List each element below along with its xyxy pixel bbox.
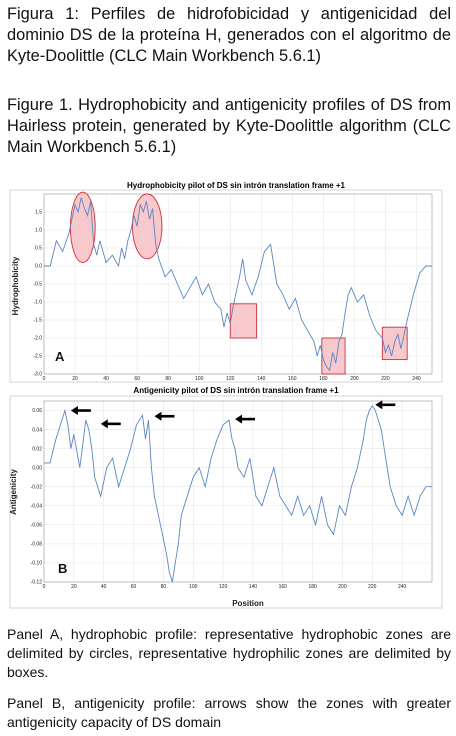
chart-a-ytick-label: -3.0 bbox=[33, 372, 42, 378]
arrow-head bbox=[100, 419, 108, 429]
panel-b-note: Panel B, antigenicity profile: arrows sh… bbox=[7, 695, 451, 730]
chart-a-ytick-label: 0.0 bbox=[35, 264, 42, 270]
chart-a-ytick-label: 0.5 bbox=[35, 246, 42, 252]
chart-b-ylabel: Antigenicity bbox=[9, 469, 18, 515]
chart-a-xtick-label: 140 bbox=[257, 376, 266, 382]
chart-a-ylabel: Hydrophobicity bbox=[11, 256, 20, 315]
chart-b-xtick-label: 60 bbox=[131, 584, 137, 590]
hydrophobicity-chart: Hydrophobicity pilot of DS sin intrón tr… bbox=[9, 181, 443, 383]
chart-a-hydrophilic-box bbox=[229, 303, 258, 339]
chart-b-ytick-label: -0.12 bbox=[31, 580, 43, 586]
chart-b-xtick-label: 120 bbox=[219, 584, 228, 590]
arrow-head bbox=[375, 400, 383, 410]
chart-a-xtick-label: 200 bbox=[350, 376, 359, 382]
chart-a-xtick-label: 20 bbox=[72, 376, 78, 382]
chart-a-title: Hydrophobicity pilot of DS sin intrón tr… bbox=[127, 181, 346, 190]
chart-b-ytick-label: 0.02 bbox=[32, 446, 42, 452]
chart-a-plot-area bbox=[43, 193, 433, 375]
chart-b-xtick-label: 80 bbox=[161, 584, 167, 590]
chart-b-arrow-icon bbox=[235, 414, 256, 424]
chart-b-xtick-label: 40 bbox=[101, 584, 107, 590]
chart-a-ytick-label: -2.0 bbox=[33, 336, 42, 342]
chart-b-xtick-label: 140 bbox=[249, 584, 258, 590]
spanish-caption: Figura 1: Perfiles de hidrofobicidad y a… bbox=[7, 5, 451, 65]
chart-a-xtick-label: 160 bbox=[288, 376, 297, 382]
chart-a-ytick-label: -2.5 bbox=[33, 354, 42, 360]
arrow-head bbox=[154, 411, 162, 421]
chart-b-arrow-icon bbox=[70, 406, 91, 416]
chart-b-ytick-label: -0.04 bbox=[31, 503, 43, 509]
chart-b-xtick-label: 160 bbox=[279, 584, 288, 590]
chart-a-xtick-label: 60 bbox=[134, 376, 140, 382]
chart-a-xtick-label: 100 bbox=[195, 376, 204, 382]
chart-b-frame bbox=[9, 395, 443, 609]
chart-a-xtick-label: 120 bbox=[226, 376, 235, 382]
chart-b-arrow-icon bbox=[154, 411, 175, 421]
chart-a-ytick-label: -1.0 bbox=[33, 300, 42, 306]
chart-b-arrow-icon bbox=[100, 419, 121, 429]
chart-a-ytick-label: 1.0 bbox=[35, 228, 42, 234]
english-caption: Figure 1. Hydrophobicity and antigenicit… bbox=[7, 96, 451, 156]
chart-a-panel-label: A bbox=[55, 349, 65, 364]
chart-a-ytick-label: -1.5 bbox=[33, 318, 42, 324]
chart-b-xtick-label: 180 bbox=[308, 584, 317, 590]
antigenicity-chart: Antigenicity pilot of DS sin intrón tran… bbox=[9, 386, 443, 609]
chart-a-xtick-label: 220 bbox=[381, 376, 390, 382]
chart-b-panel-label: B bbox=[58, 561, 67, 576]
chart-b-xtick-label: 0 bbox=[43, 584, 46, 590]
chart-a-ytick-label: -0.5 bbox=[33, 282, 42, 288]
chart-b-ytick-label: 0.00 bbox=[32, 465, 42, 471]
chart-b-ytick-label: -0.02 bbox=[31, 484, 43, 490]
chart-b-xtick-label: 240 bbox=[398, 584, 407, 590]
chart-b-title: Antigenicity pilot of DS sin intrón tran… bbox=[133, 386, 339, 395]
chart-a-xtick-label: 80 bbox=[165, 376, 171, 382]
chart-b-ytick-label: -0.06 bbox=[31, 523, 43, 529]
chart-b-xlabel: Position bbox=[232, 599, 264, 608]
chart-a-xtick-label: 180 bbox=[319, 376, 328, 382]
chart-b-xtick-label: 100 bbox=[189, 584, 198, 590]
panel-a-note: Panel A, hydrophobic profile: representa… bbox=[7, 626, 451, 680]
chart-a-xtick-label: 0 bbox=[43, 376, 46, 382]
chart-b-ytick-label: -0.10 bbox=[31, 561, 43, 567]
chart-b-xtick-label: 20 bbox=[71, 584, 77, 590]
chart-b-ytick-label: 0.04 bbox=[32, 427, 42, 433]
chart-b-series-line bbox=[44, 404, 432, 583]
chart-b-xtick-label: 220 bbox=[368, 584, 377, 590]
chart-a-series-line bbox=[44, 197, 432, 372]
chart-b-arrow-icon bbox=[375, 400, 396, 410]
chart-b-ytick-label: -0.08 bbox=[31, 542, 43, 548]
arrow-head bbox=[235, 414, 243, 424]
chart-a-ytick-label: 1.5 bbox=[35, 210, 42, 216]
figure-charts: Hydrophobicity pilot of DS sin intrón tr… bbox=[9, 181, 443, 609]
chart-b-plot-area bbox=[43, 400, 433, 583]
chart-b-xtick-label: 200 bbox=[338, 584, 347, 590]
chart-b-ytick-label: 0.06 bbox=[32, 408, 42, 414]
chart-a-xtick-label: 240 bbox=[412, 376, 421, 382]
arrow-head bbox=[70, 406, 78, 416]
chart-a-xtick-label: 40 bbox=[103, 376, 109, 382]
